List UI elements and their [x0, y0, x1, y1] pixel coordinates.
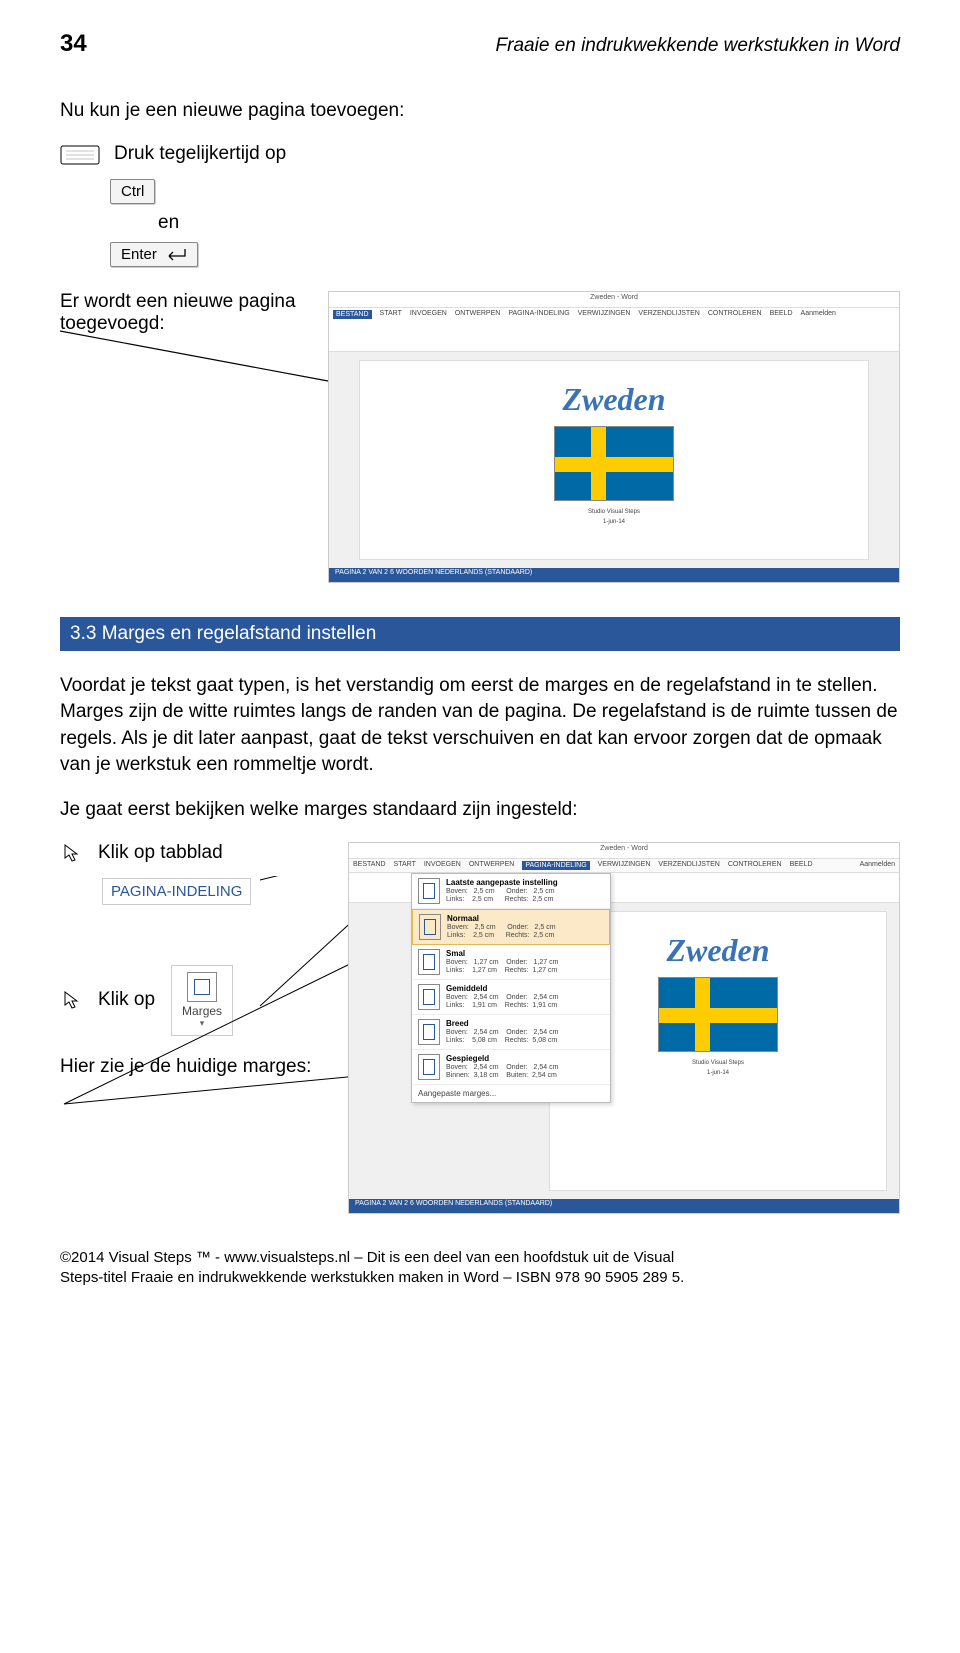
word-screenshot-1: Zweden - Word BESTAND START INVOEGEN ONT… — [328, 291, 900, 583]
chevron-down-icon: ▾ — [200, 1018, 205, 1029]
word-statusbar: PAGINA 2 VAN 2 6 WOORDEN NEDERLANDS (STA… — [329, 568, 899, 582]
word-titlebar: Zweden - Word — [349, 843, 899, 859]
ribbon-tab-pagina[interactable]: PAGINA-INDELING — [522, 861, 589, 870]
word-titlebar: Zweden - Word — [329, 292, 899, 308]
dd-custom-margins[interactable]: Aangepaste marges... — [412, 1085, 610, 1102]
word-ribbon: BESTAND START INVOEGEN ONTWERPEN PAGINA-… — [329, 308, 899, 352]
ribbon-tab-verzend[interactable]: VERZENDLIJSTEN — [658, 861, 719, 868]
marges-icon — [187, 972, 217, 1002]
aanmelden-label[interactable]: Aanmelden — [860, 861, 895, 868]
doc-heading: Zweden — [360, 381, 868, 418]
ribbon-tab-ontwerpen[interactable]: ONTWERPEN — [469, 861, 515, 868]
ribbon-tab-controle[interactable]: CONTROLEREN — [708, 310, 762, 317]
marges-dropdown[interactable]: Laatste aangepaste instellingBoven: 2,5 … — [411, 873, 611, 1103]
dd-option-gemiddeld[interactable]: GemiddeldBoven: 2,54 cm Onder: 2,54 cmLi… — [412, 980, 610, 1015]
margin-preset-icon — [418, 878, 440, 904]
dd-option-gespiegeld[interactable]: GespiegeldBoven: 2,54 cm Onder: 2,54 cmB… — [412, 1050, 610, 1085]
section-heading: 3.3 Marges en regelafstand instellen — [60, 617, 900, 651]
ribbon-tab-verwijz[interactable]: VERWIJZINGEN — [598, 861, 651, 868]
marges-button-label: Marges — [182, 1004, 222, 1018]
hier-zie-text: Hier zie je de huidige marges: — [60, 1056, 330, 1078]
word-screenshot-2: Zweden - Word BESTAND START INVOEGEN ONT… — [348, 842, 900, 1214]
sweden-flag-icon — [658, 977, 778, 1052]
conjunction: en — [158, 212, 900, 234]
enter-key-label: Enter — [121, 246, 157, 263]
enter-key: Enter — [110, 242, 198, 267]
dd-option-last[interactable]: Laatste aangepaste instellingBoven: 2,5 … — [412, 874, 610, 909]
ribbon-tab-bestand[interactable]: BESTAND — [333, 310, 372, 319]
kb-instruction: Druk tegelijkertijd op — [60, 143, 900, 167]
margin-preset-icon — [418, 984, 440, 1010]
margin-preset-icon — [418, 1019, 440, 1045]
paragraph-1: Voordat je tekst gaat typen, is het vers… — [60, 673, 900, 779]
page-number: 34 — [60, 30, 87, 58]
marges-button[interactable]: Marges ▾ — [171, 965, 233, 1036]
sweden-flag-icon — [554, 426, 674, 501]
date-caption: 1-jun-14 — [360, 519, 868, 525]
aanmelden-label[interactable]: Aanmelden — [801, 310, 836, 317]
pointer-icon — [62, 989, 88, 1011]
ctrl-key: Ctrl — [110, 179, 155, 204]
ribbon-tab-verzend[interactable]: VERZENDLIJSTEN — [638, 310, 699, 317]
margin-preset-icon — [418, 1054, 440, 1080]
intro-text: Nu kun je een nieuwe pagina toevoegen: — [60, 98, 900, 125]
kb-instruction-label: Druk tegelijkertijd op — [114, 143, 286, 165]
margin-preset-icon — [418, 949, 440, 975]
footer-line-1: ©2014 Visual Steps ™ - www.visualsteps.n… — [60, 1248, 900, 1268]
instruction-block-2: Klik op tabblad PAGINA-INDELING Klik op … — [60, 842, 900, 1214]
word-page: Zweden Studio Visual Steps 1-jun-14 — [359, 360, 869, 560]
click-tab-label: Klik op tabblad — [98, 842, 223, 864]
pointer-icon — [62, 842, 88, 864]
result-block-1: Er wordt een nieuwe pagina toegevoegd: Z… — [60, 291, 900, 583]
keyboard-icon — [60, 143, 100, 167]
page-footer: ©2014 Visual Steps ™ - www.visualsteps.n… — [60, 1248, 900, 1289]
click-on-label: Klik op — [98, 989, 155, 1011]
ribbon-tab-controle[interactable]: CONTROLEREN — [728, 861, 782, 868]
margin-preset-icon — [419, 914, 441, 940]
ribbon-tab-invoegen[interactable]: INVOEGEN — [424, 861, 461, 868]
ribbon-tab-start[interactable]: START — [394, 861, 416, 868]
word-statusbar: PAGINA 2 VAN 2 6 WOORDEN NEDERLANDS (STA… — [349, 1199, 899, 1213]
dd-option-normaal[interactable]: NormaalBoven: 2,5 cm Onder: 2,5 cmLinks:… — [412, 909, 610, 945]
ribbon-tab-beeld[interactable]: BEELD — [790, 861, 813, 868]
footer-line-2: Steps-titel Fraaie en indrukwekkende wer… — [60, 1268, 900, 1288]
ribbon-tab-pagina[interactable]: PAGINA-INDELING — [508, 310, 569, 317]
ribbon-tab-verwijz[interactable]: VERWIJZINGEN — [578, 310, 631, 317]
paragraph-2: Je gaat eerst bekijken welke marges stan… — [60, 797, 900, 824]
ribbon-tab-start[interactable]: START — [380, 310, 402, 317]
dd-option-smal[interactable]: SmalBoven: 1,27 cm Onder: 1,27 cmLinks: … — [412, 945, 610, 980]
ribbon-tab-beeld[interactable]: BEELD — [770, 310, 793, 317]
ribbon-tab-bestand[interactable]: BESTAND — [353, 861, 386, 868]
running-title: Fraaie en indrukwekkende werkstukken in … — [496, 35, 900, 57]
ribbon-tab-invoegen[interactable]: INVOEGEN — [410, 310, 447, 317]
author-caption: Studio Visual Steps — [360, 509, 868, 515]
dd-option-breed[interactable]: BreedBoven: 2,54 cm Onder: 2,54 cmLinks:… — [412, 1015, 610, 1050]
ribbon-tab-ontwerpen[interactable]: ONTWERPEN — [455, 310, 501, 317]
page-header: 34 Fraaie en indrukwekkende werkstukken … — [60, 30, 900, 58]
pagina-indeling-tab[interactable]: PAGINA-INDELING — [102, 878, 251, 905]
